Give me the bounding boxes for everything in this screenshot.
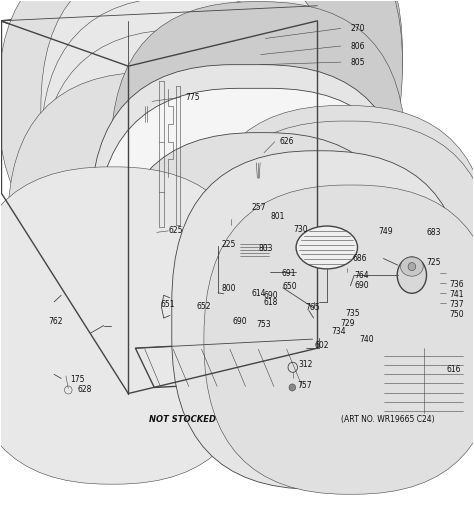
Text: 749: 749	[379, 227, 393, 236]
Circle shape	[365, 229, 393, 260]
Text: 750: 750	[450, 311, 465, 320]
Circle shape	[236, 220, 240, 224]
Text: 652: 652	[197, 302, 211, 311]
Circle shape	[431, 268, 440, 277]
Text: 175: 175	[71, 375, 85, 384]
Circle shape	[191, 306, 201, 316]
FancyBboxPatch shape	[240, 33, 267, 48]
Circle shape	[303, 345, 308, 350]
FancyBboxPatch shape	[172, 151, 466, 489]
Circle shape	[236, 233, 240, 237]
FancyBboxPatch shape	[96, 88, 413, 410]
Text: 737: 737	[450, 300, 465, 310]
Text: 734: 734	[331, 327, 346, 336]
Text: 616: 616	[447, 365, 461, 374]
Circle shape	[408, 263, 416, 271]
Ellipse shape	[401, 257, 423, 276]
Circle shape	[289, 384, 296, 391]
Text: 690: 690	[354, 281, 369, 290]
Circle shape	[243, 233, 247, 237]
Text: 757: 757	[297, 381, 311, 390]
Circle shape	[237, 325, 244, 332]
Circle shape	[227, 211, 235, 219]
FancyBboxPatch shape	[113, 133, 410, 445]
Circle shape	[431, 288, 440, 297]
Ellipse shape	[296, 226, 357, 269]
Text: 270: 270	[350, 24, 365, 33]
Text: 775: 775	[185, 93, 200, 102]
Circle shape	[431, 278, 440, 287]
Text: 686: 686	[353, 254, 367, 263]
Polygon shape	[0, 1, 318, 66]
Text: 729: 729	[340, 319, 355, 328]
Circle shape	[263, 298, 272, 308]
Circle shape	[347, 282, 354, 289]
Text: 614: 614	[251, 289, 266, 298]
Polygon shape	[201, 198, 251, 236]
Text: 257: 257	[251, 203, 266, 212]
FancyBboxPatch shape	[41, 0, 335, 308]
Text: 762: 762	[48, 318, 63, 327]
Ellipse shape	[397, 257, 427, 293]
Circle shape	[243, 226, 247, 230]
Circle shape	[372, 237, 386, 252]
Text: 690: 690	[264, 291, 278, 300]
FancyBboxPatch shape	[0, 167, 259, 484]
Text: 602: 602	[315, 341, 329, 350]
Text: 725: 725	[426, 258, 440, 267]
Polygon shape	[136, 339, 331, 387]
Text: 740: 740	[359, 335, 374, 343]
FancyBboxPatch shape	[111, 2, 406, 314]
FancyBboxPatch shape	[41, 29, 335, 341]
Circle shape	[299, 341, 312, 355]
FancyBboxPatch shape	[41, 0, 335, 268]
Text: 803: 803	[258, 244, 273, 253]
Polygon shape	[182, 293, 199, 313]
Circle shape	[431, 298, 440, 308]
Text: 753: 753	[256, 320, 271, 329]
Text: 628: 628	[77, 385, 91, 394]
FancyBboxPatch shape	[105, 0, 402, 210]
Text: 683: 683	[426, 228, 440, 237]
Text: 765: 765	[306, 304, 320, 313]
Text: 741: 741	[450, 290, 464, 299]
Polygon shape	[190, 1, 318, 348]
Text: 806: 806	[350, 41, 365, 51]
Text: 690: 690	[232, 318, 247, 327]
Text: 625: 625	[168, 226, 183, 235]
FancyBboxPatch shape	[0, 0, 294, 258]
Ellipse shape	[219, 289, 229, 298]
Circle shape	[243, 220, 247, 224]
Text: 225: 225	[222, 240, 236, 249]
Text: 735: 735	[346, 310, 360, 319]
Text: 691: 691	[282, 269, 296, 278]
Text: 801: 801	[270, 212, 284, 221]
Text: 805: 805	[350, 58, 365, 67]
Text: 626: 626	[280, 137, 294, 146]
Text: 736: 736	[450, 280, 465, 289]
Text: 764: 764	[354, 271, 369, 280]
Text: 312: 312	[299, 360, 313, 369]
Circle shape	[298, 305, 309, 317]
Text: 650: 650	[283, 282, 298, 291]
Polygon shape	[182, 309, 199, 328]
Text: 800: 800	[222, 284, 237, 293]
Ellipse shape	[271, 282, 284, 293]
Text: (ART NO. WR19665 C24): (ART NO. WR19665 C24)	[341, 415, 435, 424]
Text: NOT STOCKED: NOT STOCKED	[149, 415, 216, 424]
FancyBboxPatch shape	[204, 185, 474, 494]
Polygon shape	[196, 301, 210, 320]
FancyBboxPatch shape	[200, 121, 474, 430]
Text: 618: 618	[264, 298, 278, 308]
Circle shape	[263, 295, 270, 302]
FancyBboxPatch shape	[105, 0, 402, 220]
Polygon shape	[383, 348, 464, 413]
Circle shape	[279, 267, 287, 276]
Circle shape	[236, 226, 240, 230]
Text: 730: 730	[294, 225, 309, 234]
FancyBboxPatch shape	[91, 65, 406, 391]
Text: 651: 651	[160, 300, 175, 309]
FancyBboxPatch shape	[8, 72, 306, 383]
FancyBboxPatch shape	[198, 106, 474, 415]
